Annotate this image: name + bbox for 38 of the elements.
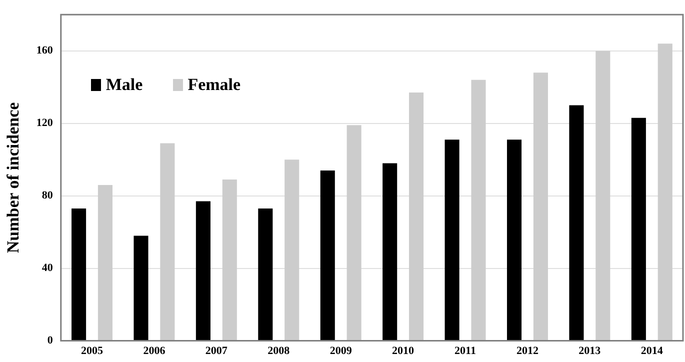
bar [72,208,86,340]
bar [134,236,148,340]
bar [346,125,362,340]
x-tick-label: 2008 [268,345,290,358]
bar [471,80,486,340]
legend-label: Female [188,74,241,95]
y-tick-label: 160 [36,44,54,57]
bar [569,105,584,340]
x-tick-label: 2011 [454,345,476,358]
bar [382,163,398,340]
bar [631,118,646,340]
x-tick-label: 2010 [392,345,415,358]
bar [196,201,210,340]
y-tick-label: 40 [42,262,54,274]
y-tick-label: 0 [47,334,54,347]
bar [409,92,424,340]
x-tick-label: 2006 [143,345,166,358]
x-tick-label: 2012 [516,345,539,358]
bar [284,160,300,340]
bar [222,180,237,340]
bar [320,170,335,340]
x-tick-label: 2009 [330,345,352,358]
bar [444,140,460,340]
legend-label: Male [106,74,143,95]
bar [533,72,548,340]
x-tick-label: 2013 [578,345,602,358]
y-tick-label: 80 [42,190,54,202]
bar [658,44,672,340]
y-tick-label: 120 [36,117,54,130]
y-axis-title: Number of incidence [4,102,23,254]
x-tick-label: 2007 [205,345,228,358]
bar [258,208,273,340]
bar [98,184,112,340]
bar [596,50,610,340]
bar [506,140,522,340]
x-tick-label: 2005 [81,345,104,358]
bar [160,143,175,340]
x-tick-label: 2014 [640,345,664,358]
